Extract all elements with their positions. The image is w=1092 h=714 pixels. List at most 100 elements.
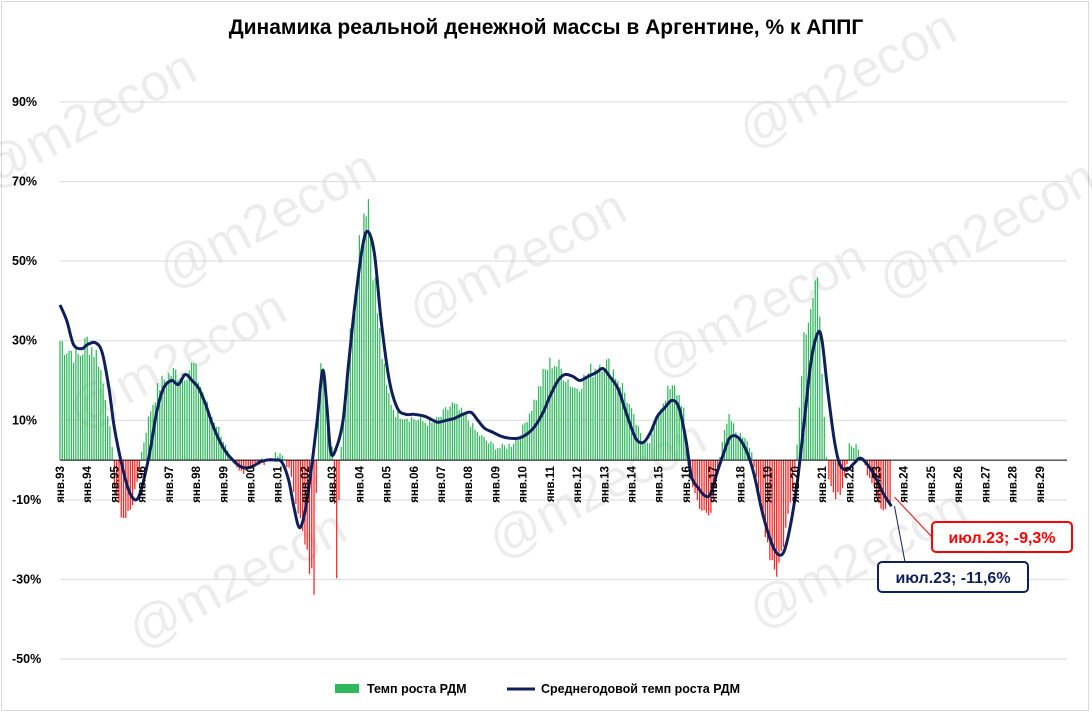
bar: [172, 368, 175, 461]
bar: [812, 298, 814, 461]
bar: [424, 422, 426, 461]
bar: [186, 379, 188, 461]
bar: [639, 433, 642, 461]
bar: [587, 373, 590, 461]
bar: [261, 458, 263, 461]
bar: [737, 439, 739, 461]
bar: [612, 369, 615, 461]
bar: [59, 340, 61, 461]
bar: [785, 460, 787, 528]
bar: [660, 408, 662, 461]
bar: [662, 403, 664, 461]
bar: [664, 400, 667, 461]
bar: [315, 460, 317, 493]
bar: [485, 440, 488, 461]
bar: [97, 366, 100, 461]
watermark-text: @m2econ: [868, 148, 1092, 311]
bar: [467, 420, 469, 461]
bar: [789, 460, 791, 503]
bar: [753, 460, 755, 468]
bar: [197, 382, 199, 461]
grid-layer: [60, 101, 1067, 660]
bar: [751, 452, 753, 461]
bar: [209, 412, 211, 461]
x-tick-label: янв.04: [354, 465, 366, 502]
bar: [497, 448, 499, 461]
bar: [438, 416, 440, 461]
bar: [748, 447, 751, 461]
bar: [168, 373, 170, 461]
bar: [113, 460, 116, 487]
bar: [723, 429, 726, 461]
callout-navy-leader: [893, 506, 906, 563]
x-tick-label: янв.13: [599, 466, 611, 503]
bar: [86, 336, 88, 461]
x-tick-label: янв.27: [980, 466, 992, 503]
bar: [710, 460, 712, 513]
bar: [773, 460, 776, 570]
bar: [610, 377, 612, 461]
bar: [88, 354, 91, 461]
bar: [732, 423, 735, 461]
bar: [576, 388, 578, 461]
y-axis-ticks: 90% 70% 50% 30% 10% -10% -30% -50%: [12, 95, 41, 666]
bar: [515, 437, 517, 461]
bar: [644, 443, 646, 461]
bar: [374, 277, 376, 461]
bar: [451, 402, 453, 461]
x-tick-label: янв.17: [708, 466, 720, 503]
bar: [469, 427, 472, 461]
bar: [95, 349, 97, 461]
bar: [408, 421, 410, 461]
callout-red-text: июл.23; -9,3%: [948, 530, 1055, 547]
bar: [68, 350, 70, 461]
bar: [585, 377, 587, 461]
bar: [478, 435, 481, 461]
bar: [292, 460, 295, 492]
x-tick-label: янв.26: [953, 466, 965, 503]
bar: [279, 453, 281, 461]
bar: [712, 460, 714, 499]
bar: [703, 460, 705, 511]
bar: [501, 443, 503, 461]
bar: [372, 280, 374, 461]
x-tick-label: янв.14: [627, 465, 639, 502]
bar: [553, 365, 556, 461]
bar: [404, 419, 406, 461]
bar: [850, 446, 853, 461]
legend-line-label: Среднегодовой темп роста РДМ: [541, 682, 740, 696]
x-tick-label: янв.94: [82, 465, 94, 502]
bar: [136, 460, 138, 482]
bar: [134, 460, 136, 490]
bar: [274, 452, 277, 461]
bar: [249, 460, 252, 469]
bar: [345, 385, 347, 461]
bar: [433, 422, 435, 461]
bar: [354, 303, 356, 461]
bar: [569, 386, 571, 461]
bar: [567, 379, 569, 461]
bar: [540, 386, 542, 461]
bar: [846, 460, 848, 465]
bar: [222, 442, 224, 461]
x-tick-label: янв.99: [218, 466, 230, 503]
bar: [621, 383, 624, 461]
bar: [769, 460, 771, 561]
bar: [816, 277, 819, 461]
bar: [739, 433, 742, 461]
bar: [413, 419, 415, 461]
bar: [202, 392, 204, 461]
bar: [308, 460, 311, 574]
bar: [596, 370, 599, 461]
bar: [429, 420, 431, 461]
bar: [392, 409, 395, 461]
bar: [206, 401, 209, 461]
bar: [823, 416, 825, 461]
bar: [590, 363, 592, 461]
bar: [145, 432, 147, 461]
bar: [508, 443, 510, 461]
bar: [449, 406, 451, 461]
y-tick-label: 10%: [12, 413, 37, 427]
bar: [143, 442, 145, 461]
bar: [671, 385, 673, 461]
